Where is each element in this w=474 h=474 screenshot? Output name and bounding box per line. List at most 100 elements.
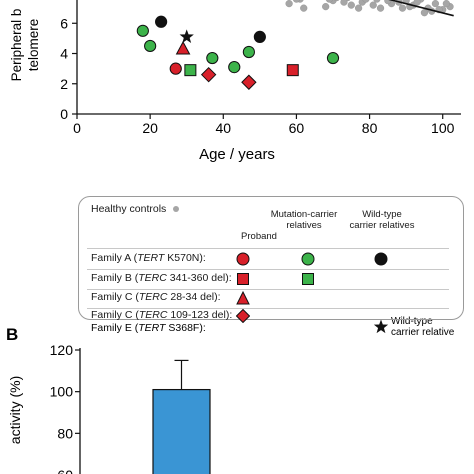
family-c2-name: Family C [91, 309, 133, 321]
legend-separator [87, 289, 449, 290]
bar-y-tick-label: 80 [57, 425, 73, 441]
carrier-square-icon [301, 272, 315, 291]
family-c2-mutation: TERC [138, 309, 168, 321]
family-b-detail: 341-360 del): [166, 272, 232, 284]
legend-col-wild-type-line-2: carrier relatives [349, 220, 415, 231]
bar-y-tick-label: 120 [50, 342, 74, 358]
healthy-control-point [369, 1, 377, 9]
bar-y-axis-label: activity (%) [7, 376, 23, 444]
healthy-control-point [285, 0, 293, 8]
healthy-control-point [300, 4, 308, 12]
x-tick-label: 80 [362, 120, 378, 136]
legend-healthy-controls: Healthy controls [91, 203, 180, 215]
x-axis-ticks: 0 20 40 60 80 100 [73, 114, 455, 136]
legend-col-mutation-carrier-line-2: relatives [286, 220, 322, 231]
star-point [179, 29, 194, 43]
legend-separator [87, 269, 449, 270]
healthy-control-point [413, 0, 421, 6]
x-tick-label: 0 [73, 120, 81, 136]
x-tick-label: 20 [142, 120, 158, 136]
diamond-point [241, 74, 257, 90]
legend-col-proband: Proband [241, 231, 277, 242]
bar-y-tick-label: 60 [57, 467, 73, 474]
healthy-control-point [340, 0, 348, 6]
star-point [373, 319, 389, 334]
bar-y-tick-label: 100 [50, 384, 74, 400]
circle-point [144, 39, 157, 53]
panel-b-bar-chart: B 60 80 100 120 activity (%) [6, 325, 211, 474]
panel-b-letter: B [6, 325, 18, 344]
bar-series [152, 359, 211, 474]
panel-a-scatter-plot: 0 20 40 60 80 100 0 2 4 6 Age / years Peripheral… [9, 0, 461, 163]
healthy-control-point [398, 4, 407, 12]
legend-separator [87, 308, 449, 309]
family-b-name: Family B [91, 272, 132, 284]
y-axis-ticks: 0 2 4 6 [60, 15, 77, 122]
family-b-mutation: TERC [138, 272, 167, 284]
circle-point [228, 61, 241, 74]
circle-point [169, 62, 182, 75]
y-axis-label-line-2: telomere [26, 19, 41, 72]
healthy-control-point [362, 0, 370, 3]
healthy-control-point [376, 4, 385, 12]
healthy-control-point [292, 0, 300, 3]
x-axis-label: Age / years [199, 146, 275, 163]
healthy-control-point [347, 1, 355, 9]
legend-star-label-line-2: carrier relative [391, 327, 455, 338]
legend-col-wild-type-line-1: Wild-type [362, 209, 402, 220]
family-c2-detail: 109-123 del): [167, 309, 233, 321]
healthy-control-point [322, 3, 330, 11]
trend-line [388, 0, 454, 17]
legend-family-c2: Family C (TERC 109-123 del): [91, 309, 233, 321]
y-tick-label: 0 [60, 106, 68, 122]
healthy-control-point [442, 0, 450, 8]
x-tick-label: 40 [215, 120, 231, 136]
square-point [286, 64, 299, 77]
scatter-points [136, 0, 454, 90]
healthy-control-point [334, 0, 340, 2]
triangle-point [175, 40, 191, 55]
circle-point [136, 24, 149, 37]
x-tick-label: 100 [431, 120, 455, 136]
carrier-circle-icon [301, 252, 315, 271]
legend-family-b: Family B (TERC 341-360 del): [91, 272, 232, 284]
legend-family-a: Family A (TERT K570N): [91, 252, 206, 264]
proband-diamond-icon [235, 308, 251, 328]
healthy-controls-dot-icon [173, 206, 180, 213]
circle-point [326, 51, 340, 65]
family-a-mutation: TERT [137, 252, 165, 264]
y-tick-label: 4 [60, 46, 68, 62]
proband-square-icon [236, 272, 250, 291]
legend-star-label-line-1: Wild-type [391, 316, 433, 327]
healthy-control-point [431, 0, 440, 8]
circle-point [242, 45, 255, 59]
healthy-control-point [373, 0, 381, 3]
wild-type-circle-icon [374, 252, 388, 271]
y-axis-label-line-1: Peripheral b [9, 9, 24, 82]
circle-point [155, 15, 168, 28]
y-tick-label: 2 [60, 76, 68, 92]
family-c1-mutation: TERC [138, 291, 168, 303]
legend-col-mutation-carrier-line-1: Mutation-carrier [270, 209, 338, 220]
diamond-point [200, 66, 217, 83]
healthy-control-point [420, 9, 429, 17]
legend-col-mutation-carrier: Mutation-carrier relatives [264, 209, 344, 231]
healthy-control-point [355, 4, 363, 12]
proband-circle-icon [236, 252, 250, 271]
family-c1-name: Family C [91, 291, 133, 303]
x-tick-label: 60 [289, 120, 305, 136]
bar [152, 388, 211, 474]
family-c1-detail: 28-34 del): [167, 291, 221, 303]
legend-family-e: Family E (TERT S368F): [91, 322, 206, 334]
y-tick-label: 6 [60, 15, 68, 31]
circle-point [253, 30, 266, 43]
legend: Proband Mutation-carrier relatives Wild-… [78, 196, 464, 324]
circle-point [206, 51, 219, 65]
legend-family-c1: Family C (TERC 28-34 del): [91, 291, 221, 303]
square-point [184, 64, 197, 77]
healthy-control-point [325, 0, 333, 3]
bar-y-axis-ticks: 60 80 100 120 [50, 342, 80, 474]
legend-col-wild-type: Wild-type carrier relatives [337, 209, 427, 231]
